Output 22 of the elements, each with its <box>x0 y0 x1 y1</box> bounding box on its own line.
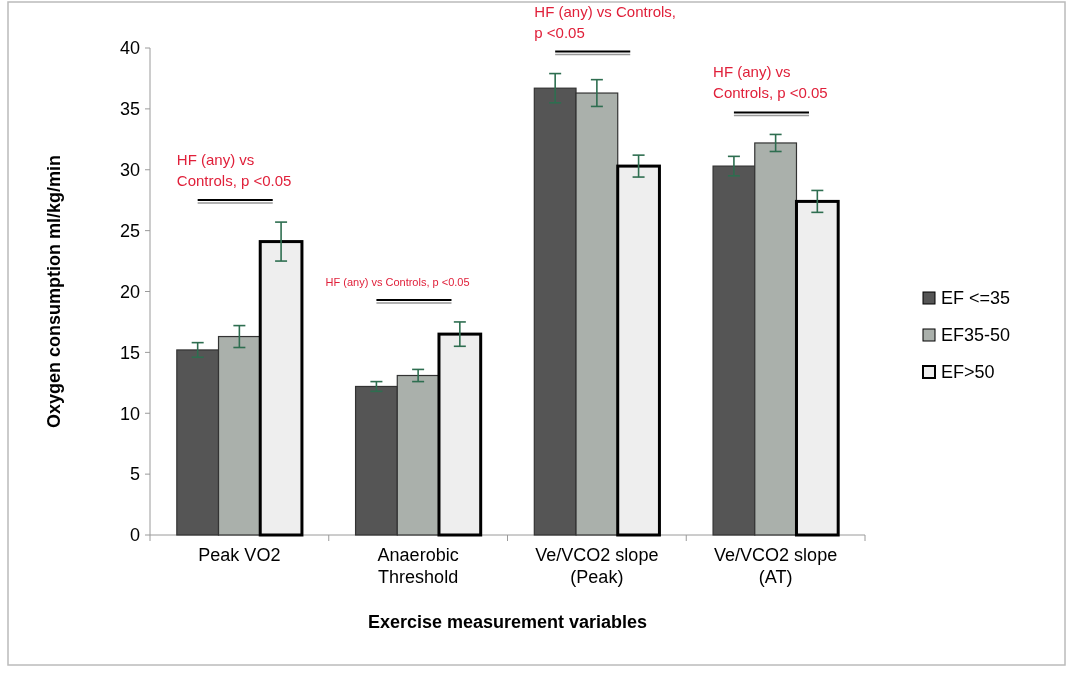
annotation: HF (any) vs Controls, p <0.05 <box>713 63 828 102</box>
x-tick-label: Ve/VCO2 slope (AT) <box>714 545 838 587</box>
text: HF (any) vs Controls, p <0.05 <box>534 2 677 41</box>
x-axis-title: Exercise measurement variables <box>367 612 648 632</box>
y-tick-label: 35 <box>119 99 140 120</box>
y-tick-label: 40 <box>119 38 140 59</box>
x-tick-label: Anaerobic Threshold <box>377 545 459 587</box>
y-tick-label: 5 <box>129 464 140 485</box>
x-tick-label: Peak VO2 <box>198 545 281 565</box>
legend-label: EF35-50 <box>941 325 1011 346</box>
legend-label: EF>50 <box>941 362 995 383</box>
y-tick-label: 10 <box>119 403 140 424</box>
y-tick-label: 30 <box>119 160 140 181</box>
y-axis-title: Oxygen consumption ml/kg/min <box>44 154 64 429</box>
legend-label: EF <=35 <box>941 288 1011 309</box>
y-tick-label: 0 <box>129 525 140 546</box>
annotation: HF (any) vs Controls, p <0.05 <box>176 151 292 190</box>
y-tick-label: 25 <box>119 220 140 241</box>
y-tick-label: 20 <box>119 281 140 302</box>
y-tick-label: 15 <box>119 342 140 363</box>
annotation: HF (any) vs Controls, p <0.05 <box>325 275 470 288</box>
x-tick-label: Ve/VCO2 slope (Peak) <box>535 545 659 587</box>
